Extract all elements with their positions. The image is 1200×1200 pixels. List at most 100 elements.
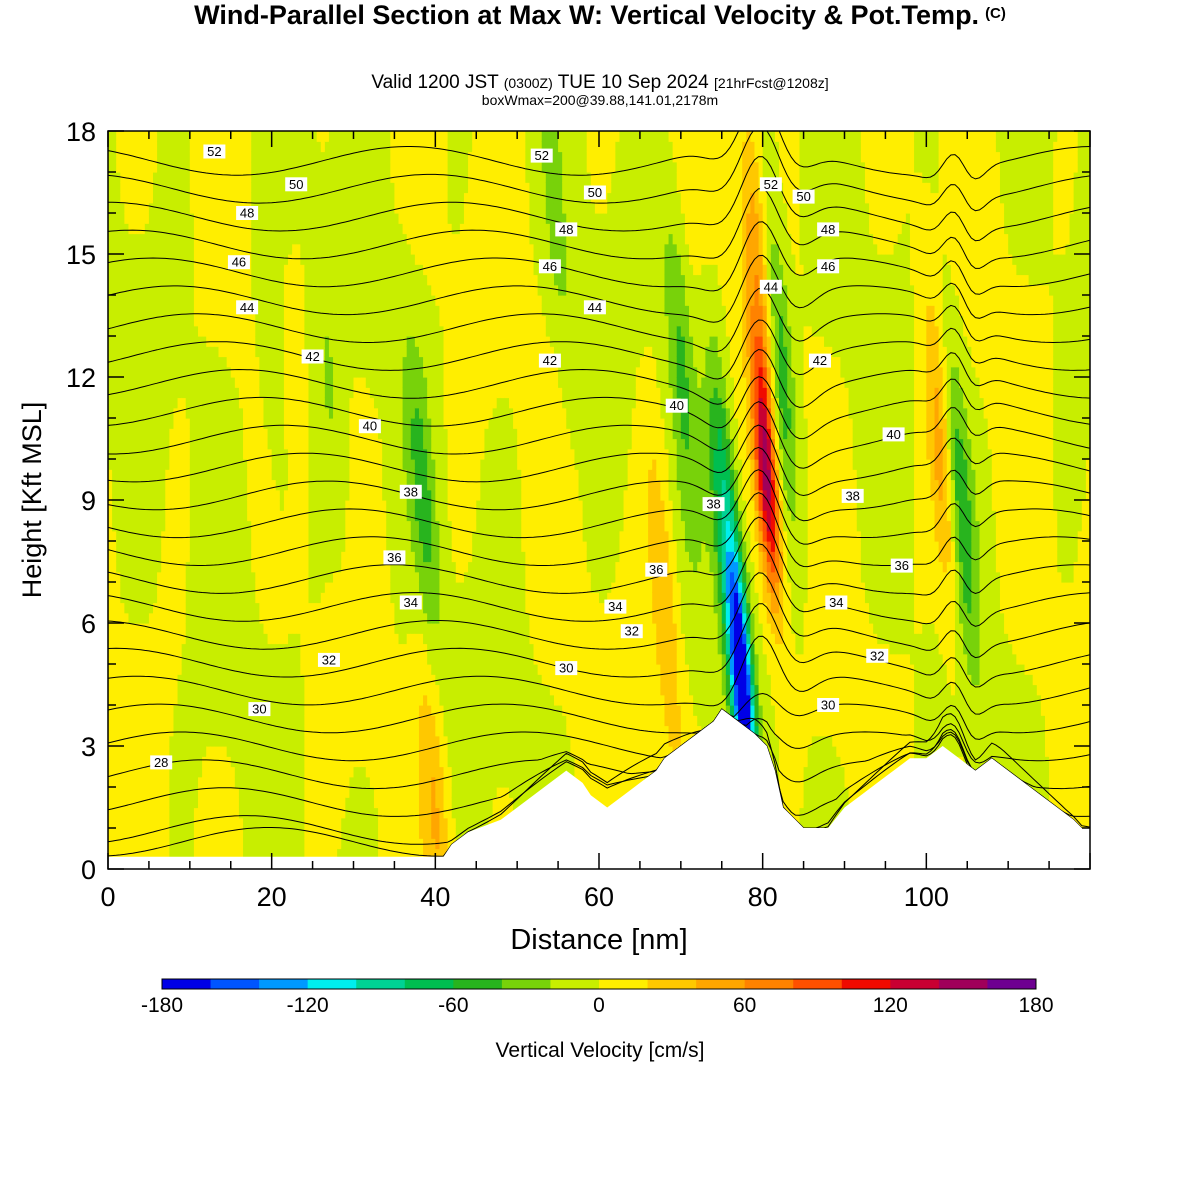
y-axis-label: Height [Kft MSL] bbox=[17, 402, 47, 599]
colorbar-swatch bbox=[648, 979, 697, 989]
contour-label: 32 bbox=[318, 652, 340, 667]
contour-label: 36 bbox=[383, 550, 405, 565]
colorbar-tick-labels: -180 -120 -60 0 60 120 180 bbox=[141, 994, 1054, 1017]
contour-label: 38 bbox=[842, 488, 864, 503]
contour-label-text: 32 bbox=[624, 624, 638, 639]
contour-label: 32 bbox=[866, 648, 888, 663]
contour-label-text: 48 bbox=[821, 222, 835, 237]
contour-label: 48 bbox=[555, 222, 577, 237]
contour-label-text: 32 bbox=[870, 648, 884, 663]
contour-label-text: 50 bbox=[588, 185, 602, 200]
contour-label: 34 bbox=[604, 599, 626, 614]
contour-label: 42 bbox=[302, 349, 324, 364]
contour-label: 50 bbox=[285, 177, 307, 192]
contour-label: 46 bbox=[817, 259, 839, 274]
colorbar-swatch bbox=[599, 979, 648, 989]
y-tick-label: 9 bbox=[81, 486, 96, 516]
x-tick-label: 80 bbox=[748, 882, 778, 912]
contour-label: 42 bbox=[539, 353, 561, 368]
colorbar-swatch bbox=[453, 979, 502, 989]
y-tick-label: 18 bbox=[66, 117, 96, 147]
contour-label-text: 38 bbox=[845, 488, 859, 503]
contour-label-text: 40 bbox=[886, 427, 900, 442]
colorbar-swatch bbox=[211, 979, 260, 989]
contour-label-text: 44 bbox=[240, 300, 254, 315]
contour-label: 48 bbox=[236, 206, 258, 221]
contour-label: 34 bbox=[825, 595, 847, 610]
contour-label-text: 50 bbox=[796, 189, 810, 204]
y-tick-label: 12 bbox=[66, 363, 96, 393]
x-axis-label: Distance [nm] bbox=[510, 924, 687, 956]
y-tick-label: 0 bbox=[81, 855, 96, 885]
contour-label: 44 bbox=[236, 300, 258, 315]
x-tick-label: 60 bbox=[584, 882, 614, 912]
contour-label-text: 30 bbox=[252, 702, 266, 717]
contour-label: 38 bbox=[400, 484, 422, 499]
contour-label: 28 bbox=[150, 755, 172, 770]
contour-label-text: 42 bbox=[813, 353, 827, 368]
y-tick-label: 15 bbox=[66, 240, 96, 270]
contour-label: 48 bbox=[817, 222, 839, 237]
contour-label-text: 32 bbox=[322, 652, 336, 667]
contour-label: 32 bbox=[621, 624, 643, 639]
contour-label: 38 bbox=[703, 497, 725, 512]
contour-label-text: 42 bbox=[543, 353, 557, 368]
colorbar bbox=[162, 979, 1037, 989]
contour-label: 46 bbox=[539, 259, 561, 274]
contour-label-text: 30 bbox=[559, 661, 573, 676]
contour-label-text: 44 bbox=[588, 300, 602, 315]
y-tick-label: 6 bbox=[81, 609, 96, 639]
colorbar-swatch bbox=[939, 979, 988, 989]
contour-label-text: 34 bbox=[608, 599, 622, 614]
contour-label-text: 46 bbox=[232, 255, 246, 270]
contour-label: 36 bbox=[891, 558, 913, 573]
contour-label: 36 bbox=[645, 562, 667, 577]
contour-label-text: 36 bbox=[895, 558, 909, 573]
colorbar-swatch bbox=[405, 979, 454, 989]
contour-label-text: 40 bbox=[670, 398, 684, 413]
contour-label: 40 bbox=[666, 398, 688, 413]
colorbar-tick-label: -60 bbox=[438, 994, 468, 1017]
contour-label: 52 bbox=[760, 177, 782, 192]
colorbar-swatch bbox=[793, 979, 842, 989]
contour-label-text: 48 bbox=[559, 222, 573, 237]
x-tick-labels: 0 20 40 60 80 100 bbox=[100, 882, 948, 912]
colorbar-tick-label: 180 bbox=[1018, 994, 1053, 1017]
contour-label: 40 bbox=[359, 419, 381, 434]
y-tick-label: 3 bbox=[81, 732, 96, 762]
colorbar-swatch bbox=[550, 979, 599, 989]
contour-label: 44 bbox=[760, 279, 782, 294]
contour-label-text: 34 bbox=[829, 595, 843, 610]
x-tick-label: 100 bbox=[904, 882, 949, 912]
contour-label: 44 bbox=[584, 300, 606, 315]
colorbar-swatch bbox=[308, 979, 357, 989]
colorbar-tick-label: 60 bbox=[733, 994, 756, 1017]
contour-label-text: 48 bbox=[240, 206, 254, 221]
colorbar-swatch bbox=[890, 979, 939, 989]
contour-label-text: 50 bbox=[289, 177, 303, 192]
x-tick-label: 40 bbox=[420, 882, 450, 912]
contour-label: 30 bbox=[248, 702, 270, 717]
contour-label-text: 34 bbox=[404, 595, 418, 610]
colorbar-swatch bbox=[259, 979, 308, 989]
contour-label: 30 bbox=[817, 698, 839, 713]
contour-label: 52 bbox=[531, 148, 553, 163]
colorbar-tick-label: -120 bbox=[287, 994, 329, 1017]
colorbar-tick-label: 0 bbox=[593, 994, 605, 1017]
contour-label: 34 bbox=[400, 595, 422, 610]
contour-label-text: 38 bbox=[404, 484, 418, 499]
cross-section-chart: 52 52 52 50 50 50 48 48 48 46 46 46 44 44 44 42 42 42 40 40… bbox=[0, 0, 1200, 1200]
contour-label-text: 40 bbox=[363, 419, 377, 434]
colorbar-tick-label: 120 bbox=[873, 994, 908, 1017]
contour-label-text: 36 bbox=[649, 562, 663, 577]
contour-label-text: 30 bbox=[821, 698, 835, 713]
contour-label: 50 bbox=[584, 185, 606, 200]
y-tick-labels: 0 3 6 9 12 15 18 bbox=[66, 117, 96, 885]
colorbar-label: Vertical Velocity [cm/s] bbox=[496, 1039, 705, 1062]
contour-label-text: 46 bbox=[543, 259, 557, 274]
contour-label-text: 36 bbox=[387, 550, 401, 565]
contour-label-text: 42 bbox=[305, 349, 319, 364]
contour-label-text: 52 bbox=[207, 144, 221, 159]
colorbar-swatch bbox=[987, 979, 1036, 989]
contour-label: 52 bbox=[203, 144, 225, 159]
